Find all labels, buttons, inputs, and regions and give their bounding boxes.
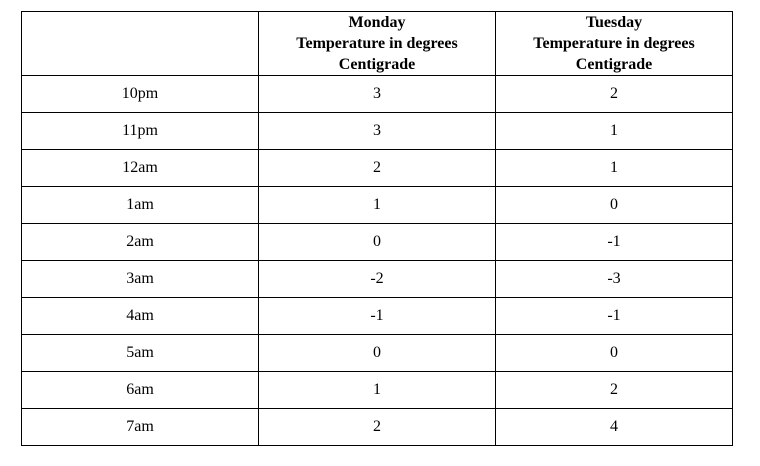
monday-temp-cell: 1 bbox=[258, 371, 496, 409]
time-cell: 2am bbox=[21, 223, 259, 261]
time-cell: 5am bbox=[21, 334, 259, 372]
table-header-row: Monday Temperature in degrees Centigrade… bbox=[21, 11, 733, 76]
header-tuesday: Tuesday Temperature in degrees Centigrad… bbox=[495, 11, 733, 76]
tuesday-temp-cell: 4 bbox=[495, 408, 733, 446]
tuesday-temp-cell: 2 bbox=[495, 371, 733, 409]
table-row: 4am -1 -1 bbox=[21, 297, 733, 335]
table-row: 5am 0 0 bbox=[21, 334, 733, 372]
header-tuesday-line3: Centigrade bbox=[575, 56, 653, 73]
table-row: 1am 1 0 bbox=[21, 186, 733, 224]
monday-temp-cell: 3 bbox=[258, 112, 496, 150]
tuesday-temp-cell: 0 bbox=[495, 334, 733, 372]
table-row: 7am 2 4 bbox=[21, 408, 733, 446]
time-cell: 1am bbox=[21, 186, 259, 224]
header-monday: Monday Temperature in degrees Centigrade bbox=[258, 11, 496, 76]
time-cell: 10pm bbox=[21, 75, 259, 113]
monday-temp-cell: 2 bbox=[258, 149, 496, 187]
header-monday-line2: Temperature in degrees bbox=[296, 35, 458, 52]
temperature-table-container: Monday Temperature in degrees Centigrade… bbox=[21, 11, 733, 446]
time-cell: 7am bbox=[21, 408, 259, 446]
tuesday-temp-cell: 1 bbox=[495, 112, 733, 150]
table-row: 6am 1 2 bbox=[21, 371, 733, 409]
time-cell: 4am bbox=[21, 297, 259, 335]
tuesday-temp-cell: 1 bbox=[495, 149, 733, 187]
temperature-table: Monday Temperature in degrees Centigrade… bbox=[21, 11, 733, 446]
table-row: 11pm 3 1 bbox=[21, 112, 733, 150]
tuesday-temp-cell: 0 bbox=[495, 186, 733, 224]
table-row: 3am -2 -3 bbox=[21, 260, 733, 298]
monday-temp-cell: -1 bbox=[258, 297, 496, 335]
monday-temp-cell: 2 bbox=[258, 408, 496, 446]
tuesday-temp-cell: -1 bbox=[495, 297, 733, 335]
tuesday-temp-cell: -3 bbox=[495, 260, 733, 298]
header-monday-line3: Centigrade bbox=[338, 56, 416, 73]
tuesday-temp-cell: -1 bbox=[495, 223, 733, 261]
time-cell: 3am bbox=[21, 260, 259, 298]
time-cell: 6am bbox=[21, 371, 259, 409]
table-row: 12am 2 1 bbox=[21, 149, 733, 187]
header-tuesday-day: Tuesday bbox=[585, 14, 643, 31]
header-monday-day: Monday bbox=[348, 14, 406, 31]
time-cell: 11pm bbox=[21, 112, 259, 150]
table-row: 10pm 3 2 bbox=[21, 75, 733, 113]
monday-temp-cell: -2 bbox=[258, 260, 496, 298]
table-row: 2am 0 -1 bbox=[21, 223, 733, 261]
header-corner-cell bbox=[21, 11, 259, 76]
time-cell: 12am bbox=[21, 149, 259, 187]
header-tuesday-line2: Temperature in degrees bbox=[533, 35, 695, 52]
monday-temp-cell: 0 bbox=[258, 223, 496, 261]
monday-temp-cell: 3 bbox=[258, 75, 496, 113]
tuesday-temp-cell: 2 bbox=[495, 75, 733, 113]
monday-temp-cell: 1 bbox=[258, 186, 496, 224]
monday-temp-cell: 0 bbox=[258, 334, 496, 372]
